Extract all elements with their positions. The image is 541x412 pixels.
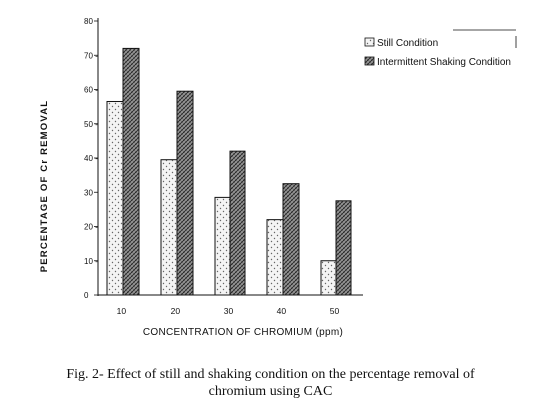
x-tick-label: 50 (330, 306, 340, 316)
x-tick-label: 40 (277, 306, 287, 316)
x-axis-label: CONCENTRATION OF CHROMIUM (ppm) (143, 327, 343, 338)
legend: Still Condition Intermittent Shaking Con… (364, 29, 517, 68)
bar-shaking-10 (122, 47, 140, 296)
bar-chart: 0 10 - 20 - 30 40 - 50 - 60 - 70 - 80 10 20 30 40 50… (39, 17, 517, 338)
bar-still-40 (266, 219, 284, 296)
y-axis-label: PERCENTAGE OF Cr REMOVAL (39, 100, 50, 273)
bar-still-10 (106, 100, 124, 296)
x-tick-label: 20 (171, 306, 181, 316)
legend-label-shaking: Intermittent Shaking Condition (377, 57, 511, 68)
bar-still-20 (160, 159, 178, 296)
y-tick-label: 80 (84, 17, 93, 26)
y-tick-label: 40 - (84, 154, 98, 163)
bar-still-50 (320, 260, 337, 296)
legend-label-still: Still Condition (377, 38, 438, 49)
bar-still-30 (214, 196, 231, 296)
bar-shaking-40 (282, 183, 300, 296)
bars (106, 47, 352, 296)
y-tick-label: 30 (84, 188, 93, 197)
x-tick-label: 10 (117, 306, 127, 316)
y-tick-label: 10 - (84, 257, 98, 266)
y-tick-label: 0 (84, 291, 89, 300)
figure-caption-line-2: chromium using CAC (208, 384, 333, 399)
bar-shaking-20 (176, 90, 194, 296)
legend-swatch-still (364, 37, 375, 47)
bar-shaking-30 (229, 150, 246, 296)
figure-caption-line-1: Fig. 2- Effect of still and shaking cond… (66, 367, 475, 382)
y-ticks: 0 10 - 20 - 30 40 - 50 - 60 - 70 - 80 (84, 17, 98, 300)
x-tick-label: 30 (224, 306, 234, 316)
y-tick-label: 60 - (84, 86, 98, 95)
y-tick-label: 50 - (84, 120, 98, 129)
x-ticks: 10 20 30 40 50 (117, 306, 340, 316)
y-tick-label: 70 - (84, 51, 98, 60)
y-tick-label: 20 - (84, 223, 98, 232)
legend-swatch-shaking (364, 56, 375, 66)
bar-shaking-50 (335, 200, 352, 296)
